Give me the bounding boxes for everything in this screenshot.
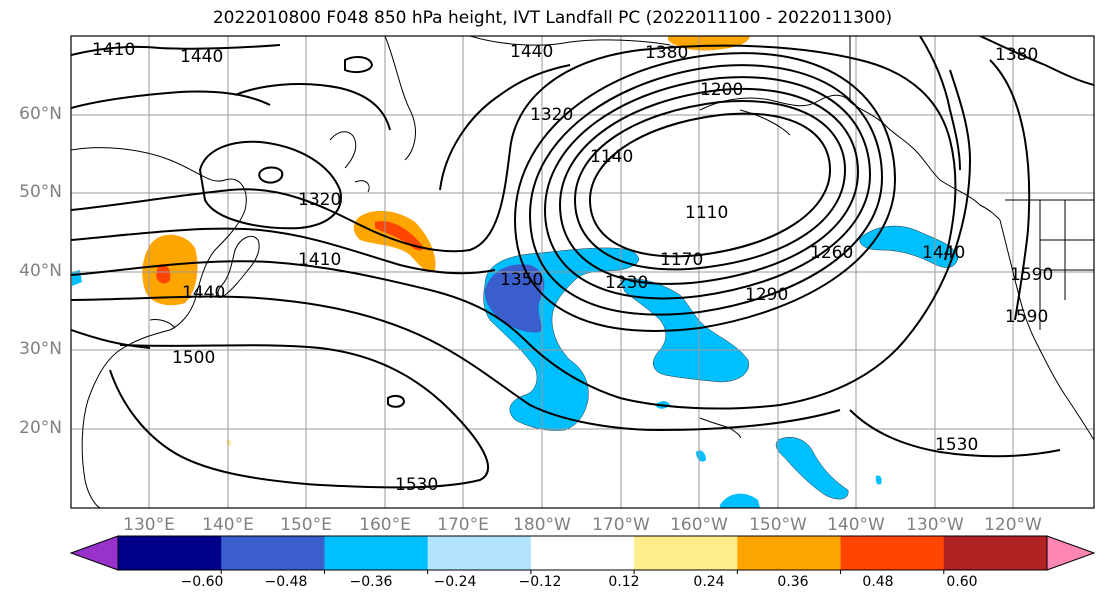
colorbar-extend-left	[71, 536, 118, 570]
colorbar-cell	[530, 536, 635, 570]
colorbar-tick-label: 0.48	[862, 574, 894, 590]
ivt-positive-patch-kuril	[353, 210, 436, 272]
ivt-positive-patch-japan	[142, 234, 198, 306]
contour-label: 1200	[700, 80, 743, 100]
lon-label: 120°W	[984, 515, 1042, 535]
colorbar-cell	[737, 536, 842, 570]
contour-label: 1110	[685, 203, 728, 223]
contour-label: 1350	[500, 270, 543, 290]
contour-label: 1410	[92, 40, 135, 60]
colorbar-tick-label: 0.12	[608, 574, 640, 590]
contour-label: 1440	[510, 42, 553, 62]
lon-label: 150°E	[280, 515, 332, 535]
colorbar-cell	[943, 536, 1048, 570]
contour-label: 1440	[180, 47, 223, 67]
colorbar-tick-label: −0.36	[349, 574, 393, 590]
colorbar-cell	[221, 536, 325, 570]
lon-label: 130°E	[123, 515, 175, 535]
contour-label: 1500	[172, 348, 215, 368]
map-border	[70, 35, 1095, 509]
colorbar-cell	[634, 536, 738, 570]
lat-label: 50°N	[19, 182, 62, 202]
colorbar-tick-label: −0.60	[180, 574, 224, 590]
ivt-negative-patch-coast	[859, 225, 959, 268]
contour-label: 1170	[660, 250, 703, 270]
contour-label: 1530	[395, 475, 438, 495]
lon-label: 140°W	[827, 515, 885, 535]
coastlines	[71, 36, 1094, 508]
lon-label: 130°W	[906, 515, 964, 535]
colorbar-tick-label: −0.48	[264, 574, 308, 590]
colorbar-tick-label: −0.12	[518, 574, 562, 590]
height-contours	[71, 36, 1094, 489]
colorbar-cell	[427, 536, 532, 570]
lat-label: 60°N	[19, 104, 62, 124]
colorbar	[69, 535, 1096, 574]
lat-label: 20°N	[19, 418, 62, 438]
lat-label: 30°N	[19, 339, 62, 359]
colorbar-cell	[118, 536, 222, 570]
lat-label: 40°N	[19, 261, 62, 281]
contour-label: 1320	[298, 190, 341, 210]
colorbar-tick-label: 0.60	[946, 574, 978, 590]
contour-label: 1440	[182, 283, 225, 303]
contour-labels: 1410 1440 1440 1380 1380 1320 1200 1140 …	[92, 40, 1053, 495]
contour-label: 1530	[935, 435, 978, 455]
map-title: 2022010800 F048 850 hPa height, IVT Land…	[212, 8, 893, 28]
lon-label: 150°W	[749, 515, 807, 535]
contour-label: 1410	[298, 250, 341, 270]
lon-label: 180°W	[513, 515, 571, 535]
lon-label: 170°W	[592, 515, 650, 535]
contour-label: 1290	[745, 285, 788, 305]
lon-label: 140°E	[202, 515, 254, 535]
contour-label: 1590	[1010, 265, 1053, 285]
colorbar-cell	[840, 536, 945, 570]
colorbar-extend-right	[1047, 536, 1094, 570]
colorbar-tick-label: 0.24	[693, 574, 725, 590]
contour-label: 1230	[605, 273, 648, 293]
contour-label: 1590	[1005, 307, 1048, 327]
contour-label: 1140	[590, 147, 633, 167]
colorbar-tick-label: −0.24	[433, 574, 477, 590]
lon-label: 160°W	[670, 515, 728, 535]
contour-label: 1440	[922, 243, 965, 263]
contour-label: 1260	[810, 243, 853, 263]
lon-label: 160°E	[359, 515, 411, 535]
graticule	[71, 36, 1094, 508]
colorbar-cell	[324, 536, 429, 570]
ivt-negative-patch-hawaii	[775, 437, 849, 500]
contour-label: 1380	[995, 45, 1038, 65]
lon-label: 170°E	[437, 515, 489, 535]
contour-label: 1380	[645, 43, 688, 63]
contour-label: 1320	[530, 105, 573, 125]
colorbar-tick-label: 0.36	[777, 574, 809, 590]
